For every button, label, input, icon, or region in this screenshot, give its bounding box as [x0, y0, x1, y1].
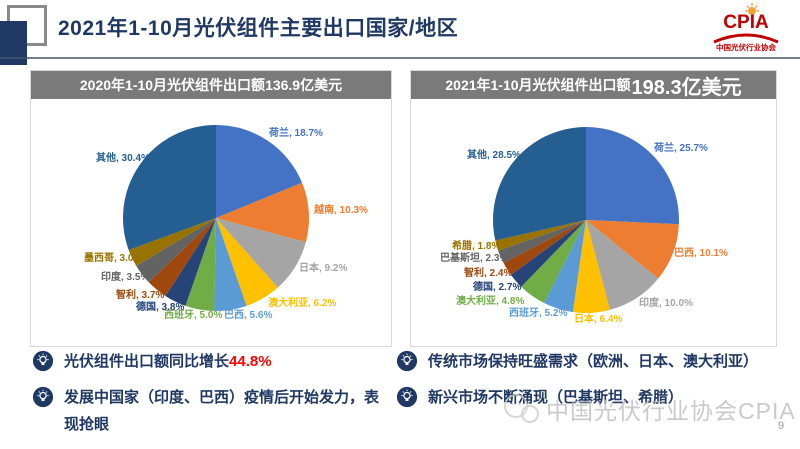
pie-label-日本: 日本, 9.2%	[299, 263, 348, 274]
chart-panel-2021: 2021年1-10月光伏组件出口额 198.3亿美元 荷兰, 25.7% 巴西, 1…	[410, 70, 777, 347]
pie-label-德国: 德国, 3.8%	[136, 302, 185, 313]
notes-left: 光伏组件出口额同比增长44.8% 发展中国家（印度、巴西）疫情后开始发力，表现抢眼	[32, 348, 380, 447]
pie-slice-巴西	[214, 218, 247, 311]
pie-slice-其他	[493, 127, 586, 241]
pie-label-荷兰: 荷兰, 18.7%	[269, 128, 323, 139]
pie-slice-墨西哥	[128, 218, 216, 266]
note-row: 光伏组件出口额同比增长44.8%	[32, 348, 380, 375]
notes-right: 传统市场保持旺盛需求（欧洲、日本、澳大利亚） 新兴市场不断涌现（巴基斯坦、希腊）	[396, 348, 796, 420]
pie-slice-智利	[148, 218, 216, 297]
note-text: 新兴市场不断涌现（巴基斯坦、希腊）	[428, 384, 683, 411]
pie-label-印度: 印度, 3.5%	[101, 272, 150, 283]
pie-label-印度: 印度, 10.0%	[639, 298, 693, 309]
note-text-segment: 光伏组件出口额同比增长	[64, 353, 230, 370]
note-text: 光伏组件出口额同比增长44.8%	[64, 348, 272, 375]
chart-title-prefix: 2020年1-10月光伏组件出口额	[79, 77, 266, 93]
cpia-logo: CPIA 中国光伏行业协会	[700, 2, 792, 56]
pie-slice-德国	[510, 220, 586, 287]
pie-label-越南: 越南, 10.3%	[314, 205, 368, 216]
pie-slice-希腊	[495, 220, 586, 251]
pie-slice-西班牙	[185, 218, 216, 311]
pie-slice-巴基斯坦	[498, 220, 586, 263]
lightbulb-icon	[32, 386, 54, 408]
sun-icon	[745, 3, 759, 15]
pie-label-巴基斯坦: 巴基斯坦, 2.3%	[440, 253, 509, 264]
pie-label-西班牙: 西班牙, 5.0%	[164, 310, 223, 321]
pie-label-智利: 智利, 3.7%	[116, 290, 165, 301]
pie-label-墨西哥: 墨西哥, 3.0%	[84, 253, 143, 264]
note-row: 传统市场保持旺盛需求（欧洲、日本、澳大利亚）	[396, 348, 796, 375]
pie-slice-智利	[503, 220, 586, 275]
note-row: 新兴市场不断涌现（巴基斯坦、希腊）	[396, 384, 796, 411]
pie-label-日本: 日本, 6.4%	[574, 314, 623, 325]
pie-label-澳大利亚: 澳大利亚, 6.2%	[268, 298, 337, 309]
header-divider	[0, 57, 800, 59]
cpia-logo-graphic: CPIA 中国光伏行业协会	[713, 3, 779, 52]
note-text: 发展中国家（印度、巴西）疫情后开始发力，表现抢眼	[64, 384, 380, 438]
pie-slice-印度	[586, 220, 659, 310]
pie-label-巴西: 巴西, 5.6%	[224, 310, 273, 321]
pie-label-澳大利亚: 澳大利亚, 4.8%	[456, 296, 525, 307]
pie-slice-澳大利亚	[521, 220, 586, 303]
chart-title-2021: 2021年1-10月光伏组件出口额 198.3亿美元	[411, 71, 776, 99]
pie-slice-荷兰	[586, 127, 679, 225]
note-row: 发展中国家（印度、巴西）疫情后开始发力，表现抢眼	[32, 384, 380, 438]
pie-label-其他: 其他, 28.5%	[467, 150, 521, 161]
pie-label-德国: 德国, 2.7%	[473, 282, 522, 293]
note-text-segment: 传统市场保持旺盛需求（欧洲、日本、澳大利亚）	[428, 353, 759, 370]
pie-slice-西班牙	[544, 220, 586, 313]
pie-label-巴西: 巴西, 10.1%	[674, 248, 728, 259]
page-number: 9	[778, 420, 785, 432]
pie-slice-其他	[122, 125, 216, 250]
pie-slice-德国	[165, 218, 216, 306]
note-text-segment: 44.8%	[229, 353, 272, 370]
cpia-logo-subtitle: 中国光伏行业协会	[716, 42, 776, 52]
chart-title-2020: 2020年1-10月光伏组件出口额 136.9亿美元	[31, 71, 391, 99]
pie-chart-2021: 荷兰, 25.7% 巴西, 10.1% 印度, 10.0% 日本, 6.4% 西班牙, …	[411, 99, 776, 345]
pie-slice-越南	[216, 182, 310, 243]
pie-label-西班牙: 西班牙, 5.2%	[509, 308, 568, 319]
pie-slice-澳大利亚	[216, 218, 278, 306]
pie-label-荷兰: 荷兰, 25.7%	[654, 143, 708, 154]
lightbulb-icon	[32, 350, 54, 372]
chart-title-value: 198.3亿美元	[631, 76, 742, 99]
pie-label-希腊: 希腊, 1.8%	[452, 241, 501, 252]
pie-label-智利: 智利, 2.4%	[464, 268, 513, 279]
cpia-logo-arc	[713, 33, 779, 44]
pie-slice-日本	[572, 220, 610, 314]
pie-slice-日本	[216, 218, 306, 288]
note-text-segment: 发展中国家（印度、巴西）疫情后开始发力，表现抢眼	[64, 389, 380, 433]
pie-svg-2020	[122, 125, 310, 311]
lightbulb-icon	[396, 350, 418, 372]
note-text-segment: 新兴市场不断涌现（巴基斯坦、希腊）	[428, 389, 684, 406]
page-title: 2021年1-10月光伏组件主要出口国家/地区	[58, 17, 459, 40]
pie-slice-荷兰	[216, 125, 303, 218]
chart-title-value: 136.9亿美元	[265, 77, 343, 93]
note-text: 传统市场保持旺盛需求（欧洲、日本、澳大利亚）	[428, 348, 758, 375]
chart-title-prefix: 2021年1-10月光伏组件出口额	[445, 77, 631, 93]
pie-svg-2021	[493, 127, 679, 314]
lightbulb-icon	[396, 386, 418, 408]
pie-slice-印度	[136, 218, 216, 283]
pie-slice-巴西	[586, 220, 679, 279]
chart-panel-2020: 2020年1-10月光伏组件出口额 136.9亿美元 荷兰, 18.7% 越南, 1…	[30, 70, 392, 347]
pie-label-其他: 其他, 30.4%	[96, 153, 150, 164]
cpia-logo-text: CPIA	[723, 12, 769, 33]
pie-chart-2020: 荷兰, 18.7% 越南, 10.3% 日本, 9.2% 澳大利亚, 6.2% 巴西, …	[31, 99, 391, 345]
